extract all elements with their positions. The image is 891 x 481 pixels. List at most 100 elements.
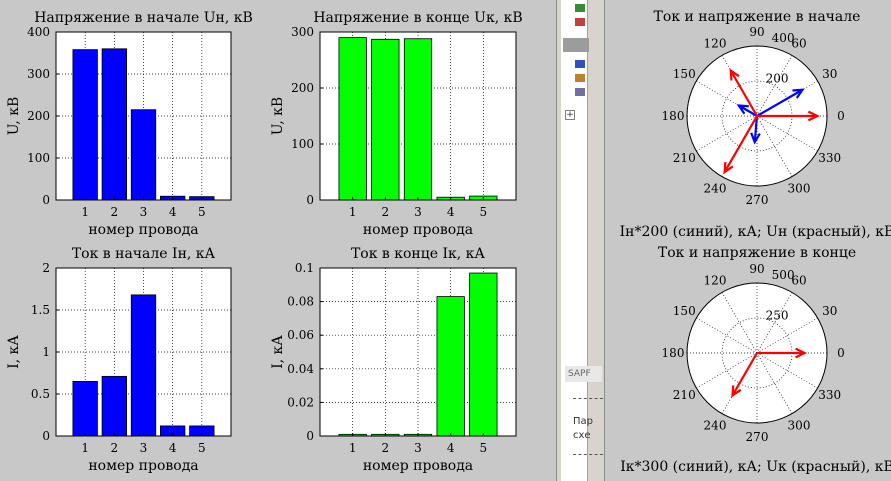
bar	[130, 109, 157, 201]
ring-label: 200	[766, 72, 789, 86]
x-tick-label: 4	[447, 441, 455, 455]
y-axis-label: U, кВ	[270, 97, 286, 135]
tree-expander-icon[interactable]: +	[565, 110, 575, 120]
angle-label: 60	[791, 273, 806, 287]
bar	[72, 49, 98, 201]
side-panel: + SAPF Пар схе	[556, 0, 605, 481]
y-tick-label: 1.5	[31, 303, 50, 317]
angle-label: 90	[749, 25, 764, 39]
x-axis-label: номер провода	[88, 458, 198, 474]
bar	[338, 37, 367, 201]
tree-view[interactable]	[561, 0, 588, 481]
x-tick-label: 4	[169, 441, 177, 455]
x-tick-label: 5	[480, 205, 488, 219]
x-tick-label: 1	[81, 205, 89, 219]
y-tick-label: 400	[27, 25, 50, 39]
x-axis-label: номер провода	[88, 222, 198, 238]
x-tick-label: 2	[111, 441, 119, 455]
chart-caption: Iк*300 (синий), кА; Uк (красный), кВ	[620, 459, 891, 475]
x-tick-label: 1	[349, 205, 357, 219]
axes-frame	[55, 31, 232, 201]
bar	[101, 375, 127, 437]
angle-label: 150	[673, 67, 696, 81]
angle-label: 120	[704, 273, 727, 287]
tree-node-icon[interactable]	[575, 74, 585, 82]
vector-shaft	[723, 115, 758, 173]
y-tick-label: 1	[42, 345, 50, 359]
tree-node-icon[interactable]	[575, 88, 585, 96]
y-tick-label: 300	[291, 25, 314, 39]
angle-label: 30	[822, 67, 837, 81]
chart-title: Ток в конце Iк, кА	[351, 246, 485, 262]
angle-label: 0	[837, 109, 845, 123]
y-tick-label: 0.08	[287, 295, 314, 309]
vector-shaft	[729, 69, 758, 117]
y-tick-label: 0.02	[287, 395, 314, 409]
chart-title: Ток и напряжение в конце	[658, 245, 856, 261]
tree-node-icon[interactable]	[575, 4, 585, 12]
x-tick-label: 2	[382, 441, 390, 455]
chart-title: Напряжение в конце Uк, кВ	[313, 10, 522, 26]
y-tick-label: 100	[27, 151, 50, 165]
angle-label: 90	[749, 262, 764, 276]
y-tick-label: 0	[306, 193, 314, 207]
angle-label: 300	[788, 419, 811, 433]
vector-shaft	[738, 104, 758, 117]
angle-label: 30	[822, 304, 837, 318]
divider	[573, 398, 603, 399]
y-tick-label: 200	[291, 81, 314, 95]
angle-label: 180	[662, 109, 685, 123]
ring-label: 250	[766, 309, 789, 323]
chart-title: Напряжение в начале Uн, кВ	[34, 10, 253, 26]
vector-shaft	[756, 88, 804, 117]
angle-label: 180	[662, 346, 685, 360]
vector-shaft	[731, 352, 758, 396]
angle-label: 210	[673, 151, 696, 165]
y-tick-label: 0	[306, 429, 314, 443]
x-tick-label: 3	[414, 441, 422, 455]
x-tick-label: 4	[447, 205, 455, 219]
x-tick-label: 2	[111, 205, 119, 219]
vector-shaft	[753, 115, 759, 143]
x-tick-label: 3	[140, 205, 148, 219]
x-tick-label: 1	[349, 441, 357, 455]
tree-node-icon[interactable]	[575, 18, 585, 26]
bar	[469, 272, 498, 437]
angle-label: 150	[673, 304, 696, 318]
x-axis-label: номер провода	[363, 222, 473, 238]
x-tick-label: 3	[414, 205, 422, 219]
vector-head	[731, 385, 742, 398]
panel-tab[interactable]: SAPF	[565, 366, 602, 382]
tree-node-icon[interactable]	[575, 60, 585, 68]
y-axis-label: I, кА	[270, 335, 286, 369]
ring-label: 500	[772, 268, 795, 282]
y-tick-label: 200	[27, 109, 50, 123]
divider	[573, 454, 603, 455]
angle-label: 330	[818, 388, 841, 402]
vector-head	[807, 110, 820, 122]
angle-label: 270	[746, 430, 769, 444]
x-tick-label: 1	[81, 441, 89, 455]
panel-text: Пар	[573, 416, 593, 427]
tree-selection[interactable]	[563, 38, 589, 52]
angle-label: 120	[704, 36, 727, 50]
y-tick-label: 0.5	[31, 387, 50, 401]
x-tick-label: 5	[480, 441, 488, 455]
y-tick-label: 0.06	[287, 328, 314, 342]
bar	[436, 296, 465, 437]
chart-title: Ток и напряжение в начале	[654, 9, 861, 25]
y-tick-label: 300	[27, 67, 50, 81]
y-axis-label: I, кА	[6, 335, 22, 369]
vector-head	[729, 68, 740, 81]
y-tick-label: 2	[42, 261, 50, 275]
x-tick-label: 5	[198, 205, 206, 219]
angle-label: 300	[788, 182, 811, 196]
vector-head	[795, 347, 808, 359]
x-tick-label: 3	[140, 441, 148, 455]
x-tick-label: 4	[169, 205, 177, 219]
vector-head	[792, 88, 805, 99]
bar	[72, 380, 98, 437]
chart-title: Ток в начале Iн, кА	[72, 246, 216, 262]
angle-label: 240	[704, 182, 727, 196]
